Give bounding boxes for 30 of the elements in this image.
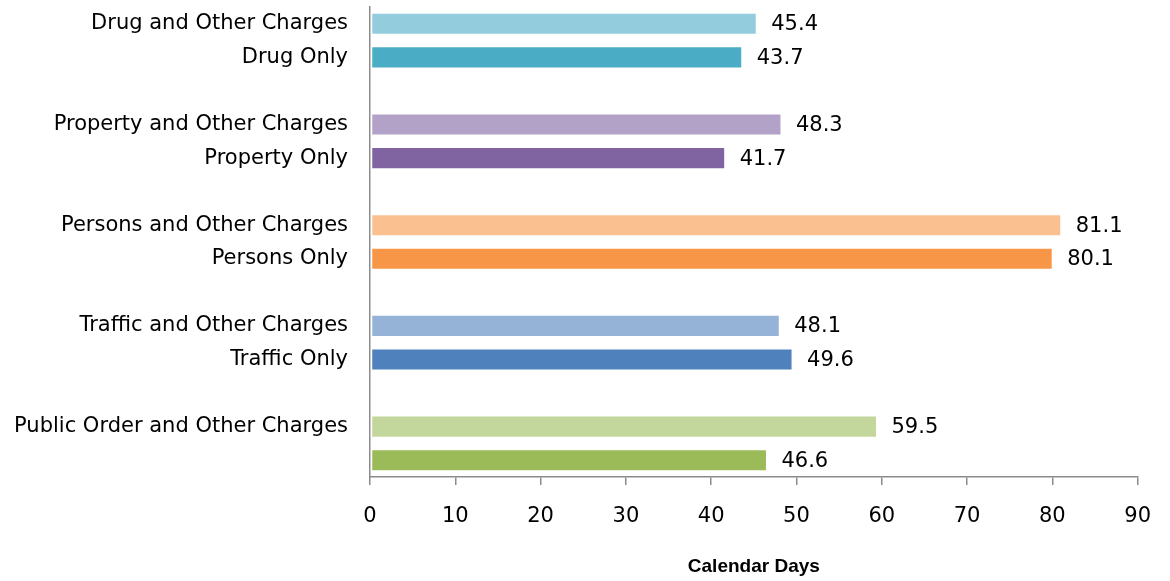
data-label: 46.6 — [781, 447, 829, 472]
y-tick-label: Property and Other Charges — [53, 110, 348, 135]
x-tick-label: 0 — [363, 503, 377, 528]
x-tick-label: 50 — [783, 503, 810, 528]
x-tick-label: 60 — [868, 503, 896, 528]
y-tick-label: Persons Only — [211, 245, 348, 270]
data-label: 59.5 — [891, 414, 939, 439]
y-tick-label: Persons and Other Charges — [61, 211, 348, 236]
data-label: 43.7 — [756, 44, 804, 69]
data-label: 41.7 — [739, 145, 787, 170]
x-tick-label: 70 — [953, 503, 981, 528]
y-tick-label: Drug Only — [241, 43, 348, 68]
x-tick-label: 10 — [441, 503, 469, 528]
y-tick-label: Traffic Only — [229, 345, 348, 370]
x-tick-label: 90 — [1124, 503, 1152, 528]
x-tick-label: 20 — [527, 503, 554, 528]
data-label: 49.6 — [807, 346, 854, 371]
y-tick-label: Public Order and Other Charges — [14, 413, 348, 438]
data-label: 48.1 — [794, 313, 842, 338]
data-label: 80.1 — [1067, 246, 1114, 271]
y-tick-label: Property Only — [204, 144, 348, 169]
x-tick-label: 80 — [1038, 503, 1066, 528]
x-tick-label: 40 — [697, 503, 725, 528]
y-tick-label: Traffic and Other Charges — [78, 312, 348, 337]
x-axis-title: Calendar Days — [687, 554, 820, 576]
data-label: 45.4 — [771, 11, 818, 36]
data-label: 48.3 — [795, 111, 843, 136]
data-label: 81.1 — [1075, 212, 1123, 237]
x-tick-label: 30 — [612, 503, 640, 528]
y-tick-label: Drug and Other Charges — [91, 10, 348, 35]
